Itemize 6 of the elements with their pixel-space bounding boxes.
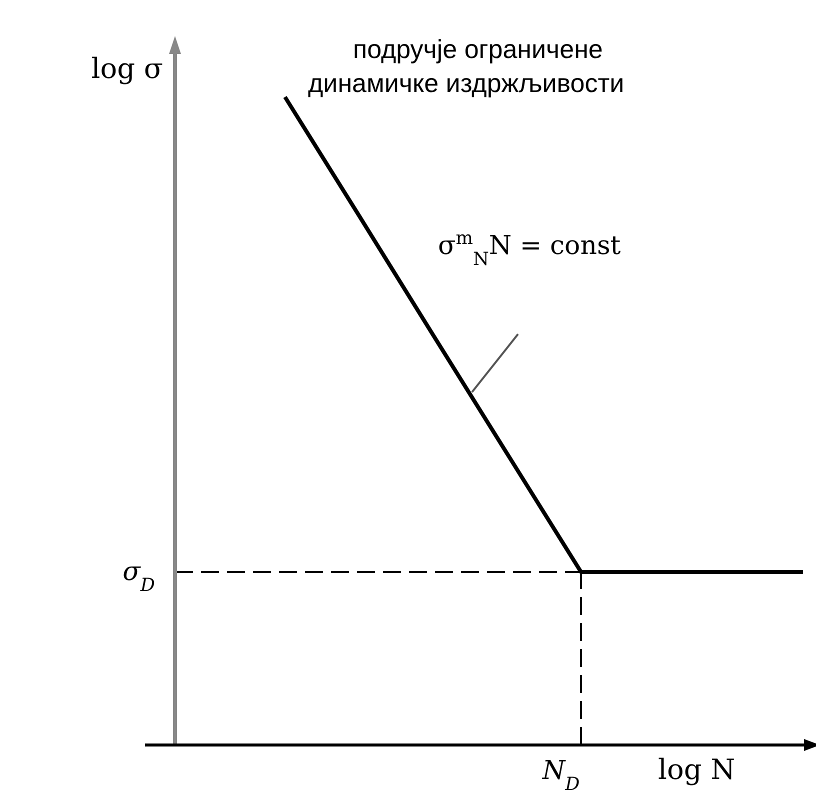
y-axis-title: log σ <box>91 52 163 85</box>
ref-line-label: σ$_{D}$ <box>122 556 156 596</box>
x-axis-title: log N <box>658 753 736 786</box>
annotation: σ$^{m}$$_{N}$N = const <box>438 228 622 270</box>
annotation: подручје ограничене динамичке издржљивости <box>308 34 624 98</box>
text: N$_{D}$ <box>541 756 580 794</box>
